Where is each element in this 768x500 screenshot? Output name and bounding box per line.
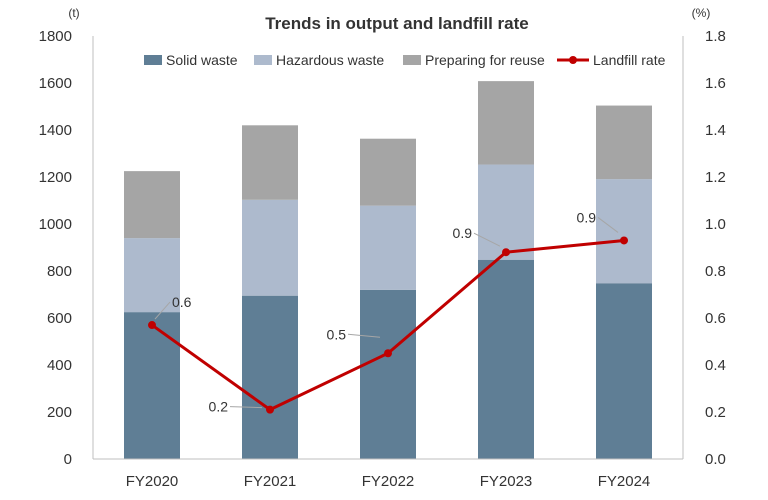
left-tick-label: 200 — [47, 404, 72, 421]
right-axis-unit: (%) — [692, 6, 711, 20]
bar-preparing-for-reuse-fy2020 — [124, 171, 180, 239]
x-tick-label: FY2023 — [480, 473, 533, 490]
bar-preparing-for-reuse-fy2021 — [242, 125, 298, 200]
landfill-rate-point-fy2023 — [502, 248, 510, 257]
landfill-rate-point-fy2022 — [384, 349, 392, 358]
bar-solid-waste-fy2024 — [596, 283, 652, 459]
data-label-leader — [229, 406, 263, 409]
bar-hazardous-waste-fy2020 — [124, 238, 180, 313]
bars-layer — [124, 81, 652, 459]
data-label-leader — [154, 301, 171, 320]
x-tick-label: FY2022 — [362, 473, 415, 490]
right-tick-label: 0.0 — [705, 451, 726, 468]
left-tick-label: 1400 — [39, 122, 72, 139]
right-tick-label: 0.4 — [705, 357, 726, 374]
landfill-rate-point-fy2021 — [266, 405, 274, 414]
landfill-rate-data-label: 0.9 — [453, 225, 473, 241]
bar-solid-waste-fy2023 — [478, 259, 534, 459]
bar-hazardous-waste-fy2021 — [242, 199, 298, 296]
landfill-rate-data-label: 0.9 — [577, 209, 597, 225]
legend-label: Preparing for reuse — [425, 52, 545, 68]
legend-label: Landfill rate — [593, 52, 666, 68]
right-tick-label: 1.8 — [705, 28, 726, 45]
landfill-rate-data-label: 0.6 — [172, 294, 192, 310]
right-tick-label: 0.8 — [705, 263, 726, 280]
legend-swatch — [254, 55, 272, 65]
x-tick-label: FY2020 — [126, 473, 179, 490]
left-tick-label: 1800 — [39, 28, 72, 45]
legend: Solid waste Hazardous waste Preparing for … — [144, 52, 666, 68]
bar-solid-waste-fy2021 — [242, 295, 298, 459]
data-label-leader — [597, 217, 619, 233]
axes-layer: 0200400600800100012001400160018000.00.20… — [39, 28, 726, 490]
x-tick-label: FY2021 — [244, 473, 297, 490]
right-tick-label: 1.4 — [705, 122, 726, 139]
bar-solid-waste-fy2020 — [124, 312, 180, 459]
bar-hazardous-waste-fy2022 — [360, 205, 416, 290]
left-tick-label: 800 — [47, 263, 72, 280]
bar-preparing-for-reuse-fy2023 — [478, 81, 534, 165]
right-tick-label: 1.2 — [705, 169, 726, 186]
bar-preparing-for-reuse-fy2022 — [360, 138, 416, 206]
left-tick-label: 1200 — [39, 169, 72, 186]
x-tick-label: FY2024 — [598, 473, 651, 490]
left-tick-label: 600 — [47, 310, 72, 327]
landfill-rate-data-label: 0.2 — [209, 399, 229, 415]
line-layer: 0.6 0.2 0.5 0.9 0.9 — [148, 209, 628, 415]
right-tick-label: 1.0 — [705, 216, 726, 233]
left-tick-label: 0 — [64, 451, 72, 468]
landfill-rate-data-label: 0.5 — [327, 326, 347, 342]
chart-title: Trends in output and landfill rate — [265, 14, 529, 33]
data-label-leader — [473, 232, 501, 247]
bar-solid-waste-fy2022 — [360, 289, 416, 459]
bar-hazardous-waste-fy2024 — [596, 179, 652, 284]
left-tick-label: 1600 — [39, 75, 72, 92]
right-tick-label: 1.6 — [705, 75, 726, 92]
legend-swatch — [144, 55, 162, 65]
right-tick-label: 0.6 — [705, 310, 726, 327]
right-tick-label: 0.2 — [705, 404, 726, 421]
data-label-leader — [347, 333, 381, 338]
left-tick-label: 1000 — [39, 216, 72, 233]
bar-hazardous-waste-fy2023 — [478, 164, 534, 260]
left-axis-unit: (t) — [68, 6, 79, 20]
bar-preparing-for-reuse-fy2024 — [596, 105, 652, 180]
legend-label: Solid waste — [166, 52, 238, 68]
legend-line-marker — [569, 56, 577, 64]
legend-swatch — [403, 55, 421, 65]
left-tick-label: 400 — [47, 357, 72, 374]
landfill-rate-point-fy2024 — [620, 236, 628, 245]
landfill-rate-point-fy2020 — [148, 321, 156, 330]
legend-label: Hazardous waste — [276, 52, 384, 68]
